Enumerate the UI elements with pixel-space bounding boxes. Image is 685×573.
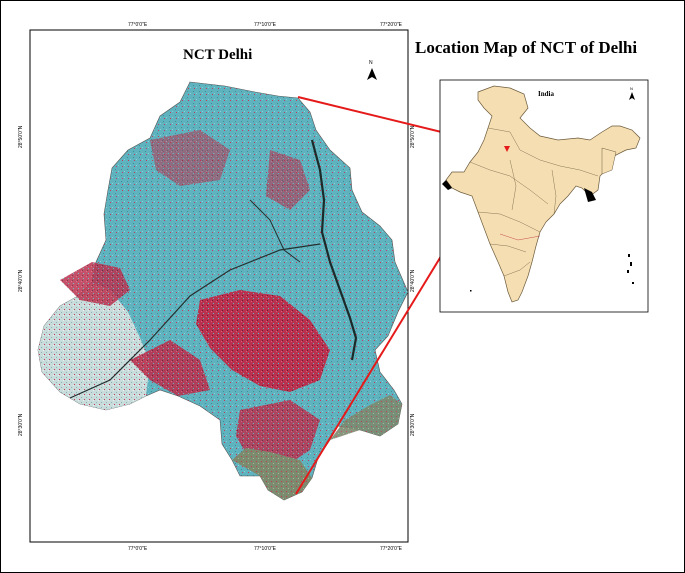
bottom-tick-3: 77°20'0"E <box>380 546 402 552</box>
delhi-north-label: N <box>369 60 373 66</box>
top-tick-3: 77°20'0"E <box>380 22 402 28</box>
india-map <box>442 85 641 303</box>
right-tick-1: 28°50'0"N <box>410 125 416 148</box>
india-north-label: N <box>630 86 633 91</box>
india-label: India <box>538 90 554 98</box>
bottom-tick-1: 77°0'0"E <box>128 546 148 552</box>
top-tick-2: 77°10'0"E <box>254 22 276 28</box>
right-tick-2: 28°40'0"N <box>410 269 416 292</box>
right-tick-3: 28°30'0"N <box>410 413 416 436</box>
left-tick-1: 28°50'0"N <box>18 125 24 148</box>
delhi-north-arrow <box>367 68 377 80</box>
delhi-map-title: NCT Delhi <box>183 47 253 63</box>
location-map-title: Location Map of NCT of Delhi <box>415 38 638 57</box>
left-tick-3: 28°30'0"N <box>18 413 24 436</box>
top-tick-1: 77°0'0"E <box>128 22 148 28</box>
india-north-arrow <box>629 92 635 100</box>
delhi-marker <box>504 146 510 152</box>
delhi-territory <box>37 81 409 501</box>
left-tick-2: 28°40'0"N <box>18 269 24 292</box>
bottom-tick-2: 77°10'0"E <box>254 546 276 552</box>
